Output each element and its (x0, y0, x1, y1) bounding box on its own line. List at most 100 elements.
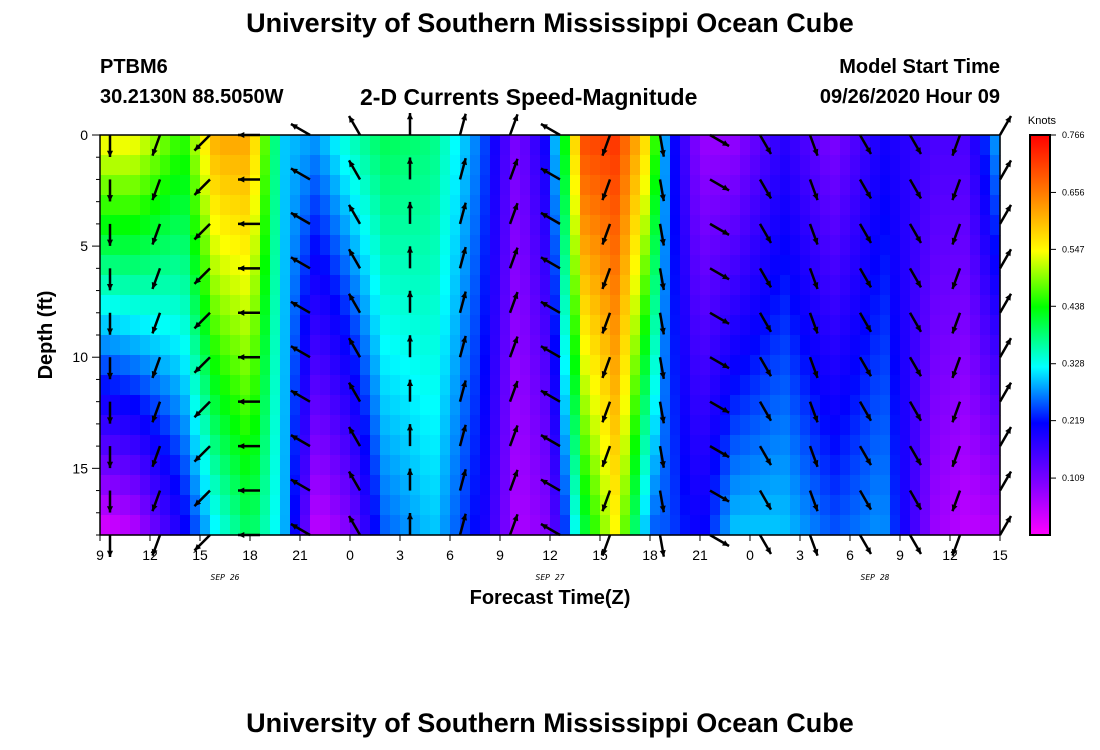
heatmap-cell (980, 395, 991, 416)
heatmap-cell (170, 215, 181, 236)
heatmap-cell (740, 235, 751, 256)
heatmap-cell (260, 415, 271, 436)
heatmap-cell (550, 455, 561, 476)
heatmap-cell (110, 255, 121, 276)
heatmap-cell (620, 175, 631, 196)
heatmap-cell (210, 475, 221, 496)
heatmap-cell (360, 195, 371, 216)
heatmap-cell (880, 375, 891, 396)
heatmap-cell (910, 375, 921, 396)
heatmap-cell (370, 475, 381, 496)
current-vector (709, 178, 730, 192)
current-vector (808, 534, 819, 557)
heatmap-cell (400, 375, 411, 396)
current-vector (601, 534, 612, 557)
heatmap-cell (830, 395, 841, 416)
heatmap-cell (350, 275, 361, 296)
heatmap-cell (980, 275, 991, 296)
heatmap-cell (700, 495, 711, 516)
heatmap-cell (330, 215, 341, 236)
heatmap-cell (850, 335, 861, 356)
heatmap-cell (110, 435, 121, 456)
heatmap-cell (110, 215, 121, 236)
current-vector (106, 312, 114, 335)
heatmap-cell (400, 295, 411, 316)
heatmap-cell (290, 395, 301, 416)
heatmap-cell (160, 135, 171, 156)
heatmap-cell (170, 275, 181, 296)
heatmap-cell (400, 255, 411, 276)
heatmap-cell (880, 135, 891, 156)
heatmap-cell (500, 195, 511, 216)
heatmap-cell (420, 135, 431, 156)
heatmap-cell (230, 475, 241, 496)
heatmap-cell (300, 315, 311, 336)
current-vector (601, 445, 612, 468)
current-vector (406, 513, 414, 535)
heatmap-cell (500, 375, 511, 396)
heatmap-cell (610, 435, 621, 456)
current-vector (601, 223, 612, 245)
heatmap-cell (980, 215, 991, 236)
current-vector (908, 267, 923, 289)
heatmap-cell (770, 415, 781, 436)
current-vector (658, 490, 666, 513)
heatmap-cell (740, 335, 751, 356)
heatmap-cell (950, 355, 961, 376)
heatmap-cell (330, 415, 341, 436)
heatmap-cell (630, 455, 641, 476)
heatmap-cell (280, 495, 291, 516)
heatmap-cell (200, 495, 211, 516)
heatmap-cell (570, 155, 581, 176)
heatmap-cell (460, 435, 471, 456)
heatmap-cell (980, 495, 991, 516)
heatmap-cell (490, 515, 501, 536)
heatmap-cell (670, 495, 681, 516)
heatmap-cell (510, 455, 521, 476)
heatmap-cell (770, 195, 781, 216)
current-vector (508, 380, 519, 403)
heatmap-cell (140, 515, 151, 536)
heatmap-cell (860, 275, 871, 296)
heatmap-cell (440, 495, 451, 516)
heatmap-cell (560, 515, 571, 536)
heatmap-cell (470, 515, 481, 536)
heatmap-cell (510, 135, 521, 156)
current-vector (238, 354, 260, 361)
heatmap-cell (230, 395, 241, 416)
heatmap-cell (270, 355, 281, 376)
heatmap-cell (760, 315, 771, 336)
heatmap-cell (380, 175, 391, 196)
heatmap-cell (230, 155, 241, 176)
heatmap-cell (710, 355, 721, 376)
heatmap-cell (630, 395, 641, 416)
heatmap-cell (230, 235, 241, 256)
heatmap-cell (280, 255, 291, 276)
heatmap-cell (720, 495, 731, 516)
current-vector (238, 309, 260, 316)
heatmap-cell (200, 215, 211, 236)
heatmap-cell (280, 515, 291, 536)
heatmap-cell (650, 235, 661, 256)
heatmap-cell (370, 495, 381, 516)
heatmap-cell (810, 255, 821, 276)
heatmap-cell (540, 155, 551, 176)
heatmap-cell (770, 155, 781, 176)
heatmap-cell (870, 455, 881, 476)
heatmap-cell (180, 455, 191, 476)
heatmap-cell (930, 395, 941, 416)
heatmap-cell (640, 155, 651, 176)
heatmap-cell (250, 515, 261, 536)
heatmap-cell (830, 135, 841, 156)
current-vector (709, 400, 730, 414)
current-vector (709, 311, 730, 325)
heatmap-cell (890, 175, 901, 196)
heatmap-cell (250, 175, 261, 196)
heatmap-cell (800, 195, 811, 216)
heatmap-cell (780, 375, 791, 396)
current-vector (908, 445, 923, 466)
heatmap-cell (130, 395, 141, 416)
heatmap-cell (580, 135, 591, 156)
heatmap-cell (650, 455, 661, 476)
heatmap-cell (700, 335, 711, 356)
